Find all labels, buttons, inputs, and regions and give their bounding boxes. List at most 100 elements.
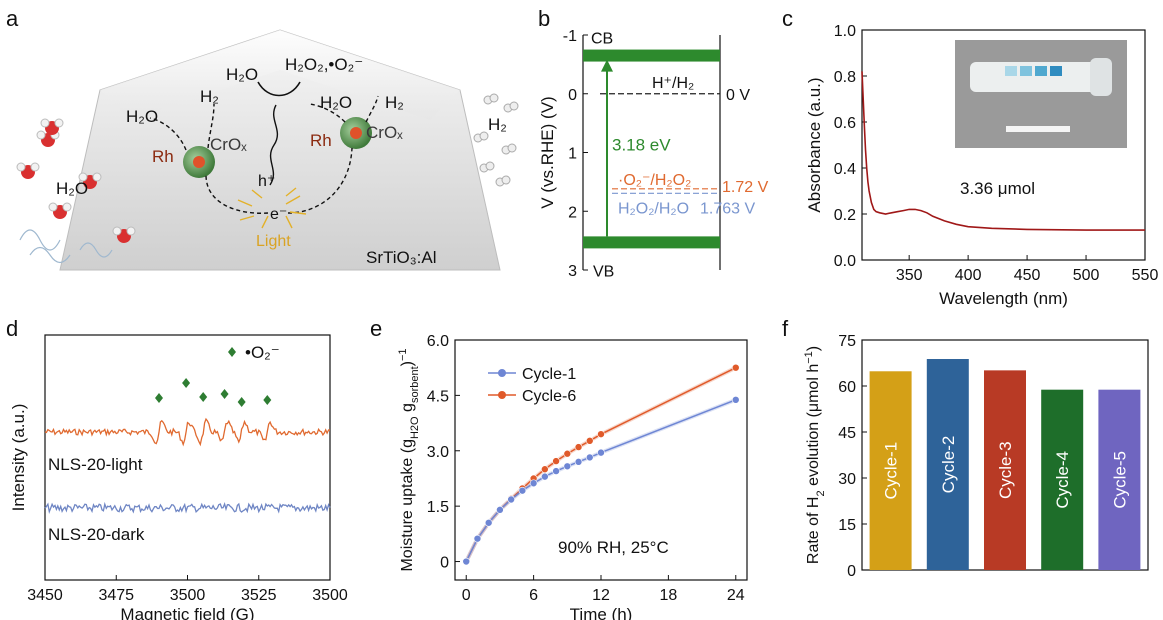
h2-molecule-icon <box>495 175 511 187</box>
y-tick-label: 0 <box>440 555 449 572</box>
hydrogen-atom-icon <box>62 202 72 212</box>
hydrogen-atom-icon <box>507 143 517 153</box>
legend-label: Cycle-1 <box>522 366 576 383</box>
panel-label-d: d <box>6 316 18 341</box>
bar-label: Cycle-2 <box>939 436 958 494</box>
series-band <box>464 365 737 563</box>
panel-label-f: f <box>782 316 789 341</box>
color-swatch <box>1035 66 1047 76</box>
x-tick-label: 12 <box>592 587 610 604</box>
series-line <box>465 367 737 562</box>
x-tick-label: 350 <box>896 267 923 284</box>
y-tick-label: 45 <box>838 425 856 442</box>
hydrogen-atom-icon <box>36 130 46 140</box>
data-point <box>585 453 594 462</box>
panel-label-c: c <box>782 6 793 31</box>
radical-marker-icon <box>182 378 191 388</box>
arrow-head-icon <box>601 59 613 72</box>
y-tick-label: 0 <box>568 87 577 104</box>
y-tick-label: 0.4 <box>834 161 856 178</box>
epr-dark-line <box>44 501 331 515</box>
label-material: SrTiO₃:Al <box>366 248 437 267</box>
bar <box>984 370 1026 570</box>
hydrogen-atom-icon <box>501 175 511 185</box>
x-tick-label: 24 <box>727 587 745 604</box>
hydrogen-atom-icon <box>92 172 102 182</box>
hydrogen-atom-icon <box>126 226 136 236</box>
x-tick-label: 3525 <box>241 587 277 604</box>
y-tick-label: 0.0 <box>834 253 856 270</box>
label-hole: h⁺ <box>258 173 275 190</box>
radical-marker-icon <box>263 395 272 405</box>
epr-light-line <box>44 417 331 447</box>
label-products: H₂O₂,•O₂⁻ <box>285 55 363 74</box>
y-tick-label: 60 <box>838 379 856 396</box>
hydrogen-molecules <box>473 93 519 187</box>
bar <box>926 359 969 570</box>
y-axis-label: Absorbance (a.u.) <box>805 77 824 212</box>
bar-label: Cycle-1 <box>882 442 901 500</box>
water-molecule-icon <box>40 118 64 135</box>
charge-paths <box>149 95 379 214</box>
label-h2-outside: H₂ <box>488 115 507 134</box>
water-molecule-icon <box>112 226 136 243</box>
panel-f-bars: 0 15 30 45 60 75 Rate of H2 evolution (μmol h−… <box>803 333 1149 580</box>
data-point <box>731 396 740 404</box>
redox-level-value: 1.72 V <box>722 179 769 196</box>
data-point <box>597 448 605 457</box>
legend-marker-icon <box>228 347 236 357</box>
data-point <box>552 467 560 475</box>
hydrogen-atom-icon <box>54 118 64 128</box>
y-tick-label: 0.8 <box>834 69 856 86</box>
data-point <box>484 518 493 527</box>
test-strip <box>1006 126 1070 132</box>
y-tick-label: 1.5 <box>427 499 449 516</box>
x-tick-label: 3500 <box>170 587 206 604</box>
label-h2o-right: H₂O <box>320 93 352 112</box>
y-tick-label: 1.0 <box>834 23 856 40</box>
y-tick-label: 3 <box>568 263 577 280</box>
x-tick-label: 400 <box>955 267 982 284</box>
data-point <box>496 506 504 514</box>
y-tick-label: 15 <box>838 517 856 534</box>
cocatalyst-left <box>183 146 215 178</box>
conduction-band <box>583 49 720 62</box>
legend-label: Cycle-6 <box>522 388 576 405</box>
hydrogen-atom-icon <box>78 172 88 182</box>
hydrogen-atom-icon <box>489 93 499 103</box>
label-h2o-top: H₂O <box>226 65 258 84</box>
y-tick-label: 75 <box>838 333 856 350</box>
redox-level-value: 1.763 V <box>700 200 755 217</box>
panel-b-band-diagram: -1 0 1 2 3 V (vs.RHE) (V) CB VB 3.18 eV H⁺/H₂ 0 V ·… <box>538 28 769 280</box>
water-molecule-icon <box>48 202 72 219</box>
bar <box>1041 389 1084 570</box>
cb-label: CB <box>591 31 613 48</box>
bar-label: Cycle-3 <box>996 441 1015 499</box>
bar <box>1098 389 1141 570</box>
hydrogen-atom-icon <box>479 131 489 141</box>
data-point <box>541 465 549 474</box>
tube-cap <box>1090 58 1112 96</box>
panel-c-absorbance: 350 400 450 500 550 0.0 0.2 0.4 0.6 0.8 1.0 Wavelen… <box>805 23 1158 308</box>
x-tick-label: 500 <box>1073 267 1100 284</box>
oxidation-arrow <box>257 81 301 97</box>
bar-label: Cycle-5 <box>1110 451 1129 509</box>
y-tick-label: 6.0 <box>427 333 449 350</box>
redox-level-name: ·O₂⁻/H₂O₂ <box>618 172 691 189</box>
x-axis-label: Time (h) <box>570 605 633 620</box>
data-point <box>574 443 583 451</box>
radical-marker-icon <box>237 397 246 407</box>
data-point <box>574 458 583 466</box>
label-rh-left: Rh <box>152 147 174 166</box>
h2-molecule-icon <box>501 143 517 155</box>
radical-marker-icon <box>155 393 163 403</box>
hydrogen-atom-icon <box>40 118 50 128</box>
x-tick-label: 450 <box>1014 267 1041 284</box>
color-swatch <box>1050 66 1062 76</box>
y-axis-label: Intensity (a.u.) <box>9 404 28 512</box>
h2-molecule-icon <box>479 161 495 173</box>
y-tick-label: -1 <box>563 28 577 45</box>
data-point <box>597 430 605 438</box>
